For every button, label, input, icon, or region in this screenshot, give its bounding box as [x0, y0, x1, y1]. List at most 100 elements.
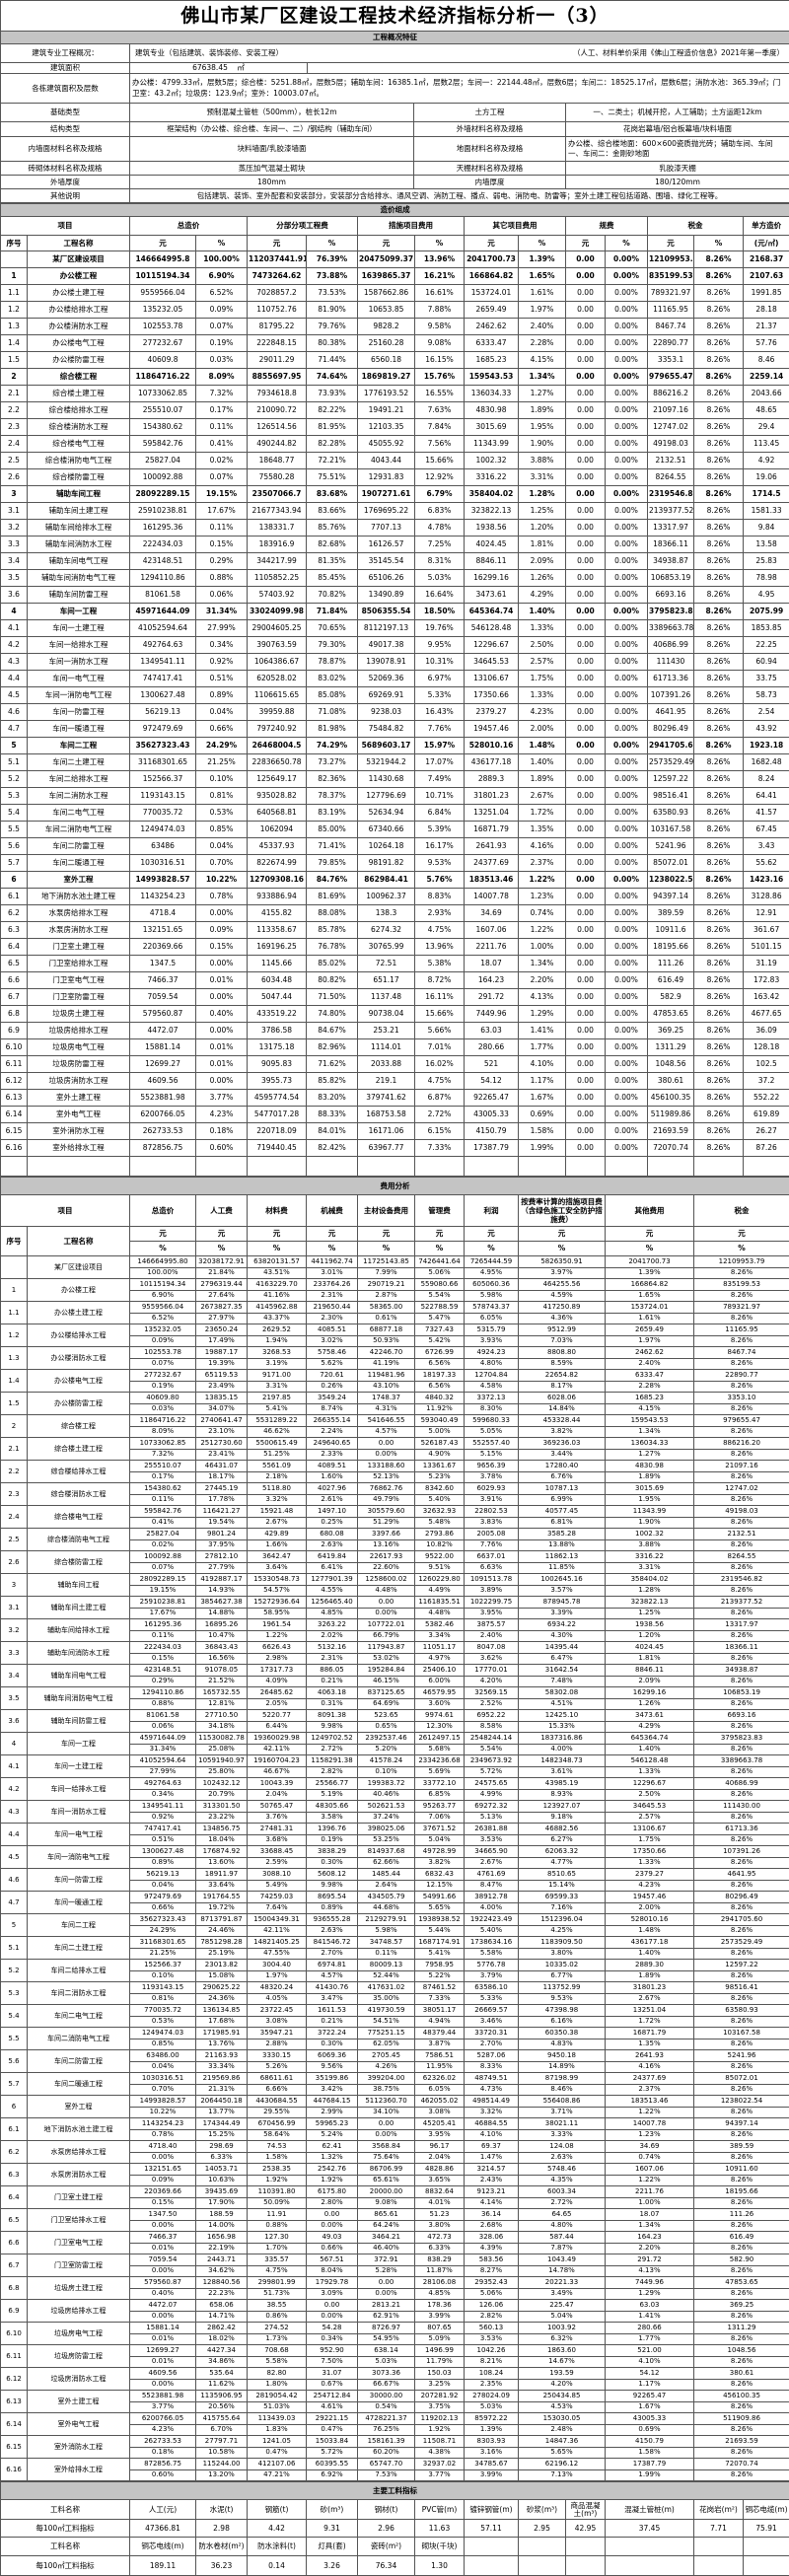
- row-value: 12747.02: [648, 419, 694, 436]
- row-value: 52069.36: [358, 671, 415, 687]
- row-value-yuan: 9801.24: [196, 1529, 248, 1540]
- row-value: 18.50%: [415, 604, 465, 620]
- row-value-yuan: 38.55: [248, 2300, 307, 2312]
- row-value-pct: 6.16%: [519, 2016, 606, 2028]
- row-value-yuan: 5112360.70: [358, 2096, 415, 2108]
- row-name: 门卫室电气工程: [28, 2232, 130, 2254]
- row-value-pct: 38.75%: [358, 2084, 415, 2096]
- row-value-pct: 7.48%: [519, 1676, 606, 1687]
- empty-cell: [465, 2538, 519, 2556]
- row-value: 21677343.94: [248, 503, 307, 520]
- row-name: 车间二消防水工程: [28, 788, 130, 805]
- row-value: 8.26%: [694, 319, 744, 335]
- row-value: 0.00: [566, 822, 606, 838]
- row-value: 85.76%: [307, 520, 358, 537]
- row-value-yuan: 4641.95: [694, 1869, 789, 1881]
- row-value-pct: 0.00%: [130, 2220, 196, 2232]
- row-value-yuan: 8695.54: [307, 1892, 358, 1903]
- row-value-pct: 62.66%: [358, 1857, 415, 1869]
- row-value-yuan: 2538.35: [248, 2164, 307, 2176]
- row-value-pct: 49.79%: [358, 1494, 415, 1506]
- row-no: 6.11: [1, 2345, 28, 2368]
- row-value: 8112197.13: [358, 620, 415, 637]
- row-value: 8.26%: [694, 335, 744, 352]
- row-name: 某厂区建设项目: [28, 251, 130, 268]
- row-value: 78.98: [744, 570, 789, 587]
- row-value: 8.26%: [694, 721, 744, 738]
- row-value: 0.00%: [606, 486, 648, 503]
- row-value-pct: 21.31%: [196, 2084, 248, 2096]
- row-value: 1.77%: [519, 1039, 566, 1056]
- row-value-yuan: 567.51: [307, 2254, 358, 2266]
- row-value: 21097.16: [648, 402, 694, 419]
- row-value-pct: 7.76%: [465, 1539, 519, 1551]
- row-value: 164.23: [465, 972, 519, 989]
- row-name: 综合楼防雷工程: [28, 469, 130, 486]
- row-value-pct: 0.00%: [358, 1449, 415, 1461]
- row-no: 1.2: [1, 302, 28, 319]
- row-name: 门卫室土建工程: [28, 2186, 130, 2209]
- row-value: 2211.76: [465, 939, 519, 956]
- row-value: 0.10%: [196, 771, 248, 788]
- row-value: 67340.66: [358, 822, 415, 838]
- header-col: 材料费: [248, 1195, 307, 1227]
- row-value: 0.00: [566, 1123, 606, 1140]
- row-value: 7.63%: [415, 402, 465, 419]
- row-value-yuan: 96.17: [415, 2141, 465, 2153]
- row-value-pct: 4.00%: [465, 1902, 519, 1914]
- row-value-pct: 6.56%: [415, 1381, 465, 1393]
- header-pct: %: [606, 1242, 694, 1256]
- row-value-yuan: 5241.96: [694, 2050, 789, 2062]
- row-value-yuan: 290719.21: [358, 1279, 415, 1291]
- row-value-pct: 37.24%: [358, 1812, 415, 1824]
- row-value: 8.26%: [694, 1090, 744, 1107]
- row-value-yuan: 528010.16: [606, 1914, 694, 1926]
- row-value-yuan: 7426441.64: [415, 1256, 465, 1268]
- row-value-pct: 4.95%: [465, 1267, 519, 1279]
- empty-cell: [648, 1157, 694, 1177]
- row-value-pct: 0.11%: [130, 1494, 196, 1506]
- row-no: 5.2: [1, 1960, 28, 1982]
- row-value: 822674.99: [248, 855, 307, 872]
- row-value-pct: 10.63%: [196, 2175, 248, 2186]
- row-value: 0.00: [566, 453, 606, 469]
- row-value: 0.00%: [606, 1073, 648, 1090]
- row-value-yuan: 150.03: [415, 2368, 465, 2380]
- row-value: 5.33%: [415, 687, 465, 704]
- row-value: 4472.07: [130, 1023, 196, 1039]
- row-value-pct: 3.71%: [519, 2107, 606, 2118]
- row-name: 辅助车间工程: [28, 1574, 130, 1597]
- row-value-yuan: 6069.36: [307, 2050, 358, 2062]
- row-value: 8.26%: [694, 520, 744, 537]
- row-value: 1.95%: [519, 419, 566, 436]
- row-value-pct: 8.26%: [694, 1948, 789, 1960]
- row-value-yuan: 10335.02: [519, 1960, 606, 1971]
- row-value-pct: 22.60%: [358, 1562, 415, 1574]
- row-value: 64.41: [744, 788, 789, 805]
- row-value: 8.26%: [694, 251, 744, 268]
- row-value-yuan: 680.08: [307, 1529, 358, 1540]
- row-value: 0.00: [566, 486, 606, 503]
- row-no: 3.5: [1, 1687, 28, 1710]
- row-value-pct: 4.35%: [519, 2175, 606, 2186]
- row-value: 16171.06: [358, 1123, 415, 1140]
- row-value-yuan: 68611.61: [248, 2073, 307, 2085]
- row-value-yuan: 81061.58: [130, 1710, 196, 1722]
- row-value: 3795823.83: [648, 604, 694, 620]
- row-value: 747417.41: [130, 671, 196, 687]
- row-value: 83.66%: [307, 503, 358, 520]
- row-name: 综合楼给排水工程: [28, 1461, 130, 1483]
- row-value-yuan: 113752.99: [519, 1982, 606, 1994]
- row-no: 1.4: [1, 335, 28, 352]
- row-value-pct: 5.42%: [415, 1335, 465, 1347]
- row-value-yuan: 11.91: [248, 2209, 307, 2221]
- row-name: 水泵房消防水工程: [28, 922, 130, 939]
- row-value: 10911.6: [648, 922, 694, 939]
- row-value-yuan: 583.56: [465, 2254, 519, 2266]
- row-value-pct: 3.91%: [465, 1494, 519, 1506]
- overview-value: 180mm: [130, 176, 414, 189]
- row-value-pct: 3.80%: [415, 2220, 465, 2232]
- row-value: 2659.49: [465, 302, 519, 319]
